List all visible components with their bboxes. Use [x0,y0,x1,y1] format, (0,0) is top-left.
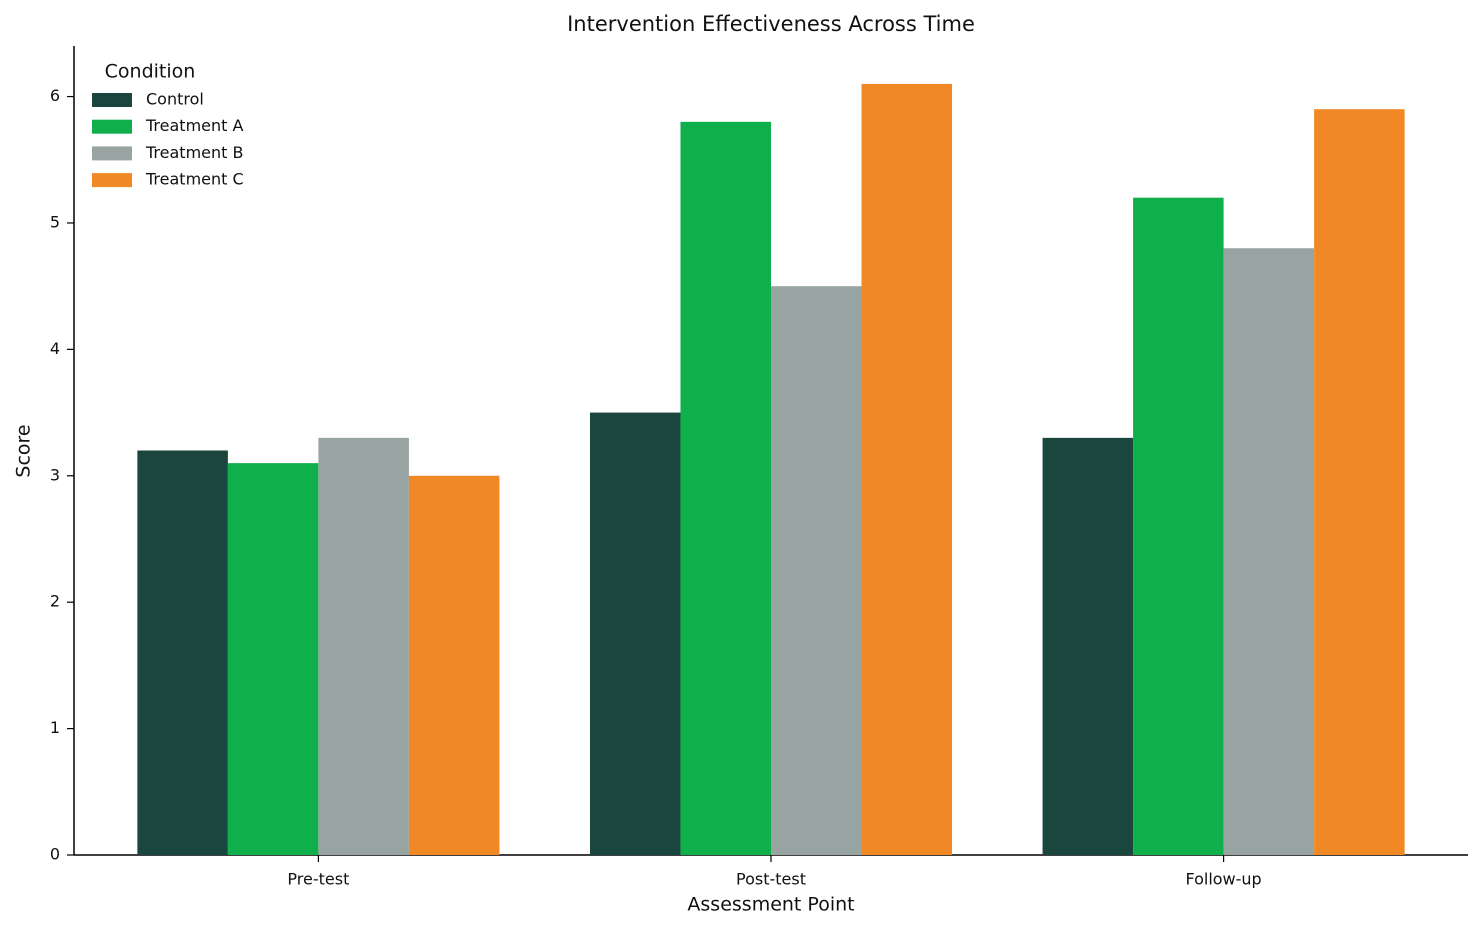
y-tick-label: 6 [50,86,60,105]
bar [861,83,953,855]
legend-swatch [92,93,132,107]
y-axis-label: Score [13,424,35,477]
bar [771,286,862,855]
bar [680,121,771,855]
legend-label: Treatment B [145,143,243,162]
x-tick-label: Post-test [736,870,806,889]
bar [227,463,319,855]
y-tick-label: 0 [50,845,60,864]
y-tick-label: 1 [50,718,60,737]
bar [1133,197,1224,855]
bar [589,412,681,855]
bar [1223,248,1315,855]
legend-swatch [92,119,132,134]
y-tick-label: 5 [50,212,60,231]
bar [137,450,228,855]
chart-title: Intervention Effectiveness Across Time [567,12,975,36]
bar [318,437,409,855]
x-tick-label: Follow-up [1185,870,1261,889]
bar [408,475,500,855]
x-tick-label: Pre-test [287,870,349,889]
y-tick-label: 2 [50,592,60,611]
legend-swatch [92,173,132,188]
legend-swatch [92,146,132,161]
legend-label: Control [146,90,204,109]
y-tick-label: 4 [50,339,60,358]
bar [1314,109,1405,855]
bar [1042,437,1134,855]
legend-label: Treatment A [145,116,244,135]
legend-title: Condition [105,61,196,83]
x-axis-label: Assessment Point [687,894,854,916]
y-tick-label: 3 [50,465,60,484]
legend-label: Treatment C [145,170,244,189]
